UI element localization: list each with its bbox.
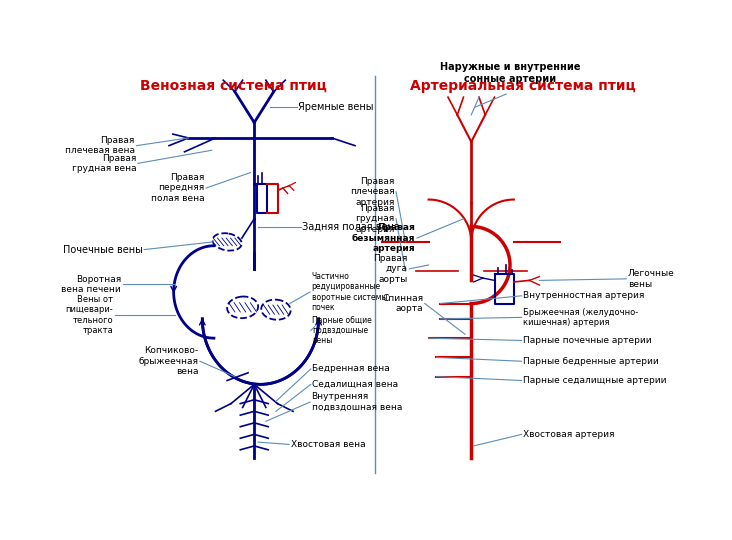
Text: Хвостовая вена: Хвостовая вена [291, 440, 365, 449]
Text: Частично
редуцированные
воротные системы
почек: Частично редуцированные воротные системы… [312, 272, 387, 312]
Text: Парные бедренные артерии: Парные бедренные артерии [523, 357, 659, 366]
Text: Парные общие
подвздошные
вены: Парные общие подвздошные вены [313, 315, 372, 346]
Text: Воротная
вена печени: Воротная вена печени [61, 274, 121, 294]
Text: Бедренная вена: Бедренная вена [313, 364, 390, 374]
Text: Брыжеечная (желудочно-
кишечная) артерия: Брыжеечная (желудочно- кишечная) артерия [523, 308, 638, 327]
Text: Правая
плечевая вена: Правая плечевая вена [65, 136, 135, 156]
Text: Венозная система птиц: Венозная система птиц [140, 79, 326, 93]
Text: Парные почечные артерии: Парные почечные артерии [523, 336, 651, 345]
Text: Парные седалищные артерии: Парные седалищные артерии [523, 376, 667, 385]
Text: Почечные вены: Почечные вены [63, 245, 143, 254]
Text: Седалищная вена: Седалищная вена [313, 380, 398, 389]
Text: Легочные
вены: Легочные вены [628, 269, 675, 288]
Text: Внутренняя
подвздошная вена: Внутренняя подвздошная вена [312, 393, 402, 412]
Text: Вены от
пищевари-
тельного
тракта: Вены от пищевари- тельного тракта [65, 295, 113, 335]
Text: Наружные и внутренние
сонные артерии: Наружные и внутренние сонные артерии [440, 63, 580, 84]
Text: Правая
грудная
артерия: Правая грудная артерия [355, 204, 395, 234]
Text: Правая
передняя
полая вена: Правая передняя полая вена [151, 173, 205, 203]
Text: Яремные вены: Яремные вены [299, 102, 374, 112]
Text: Внутренностная артерия: Внутренностная артерия [523, 291, 645, 300]
Text: Правая
безымянная
артерия: Правая безымянная артерия [352, 223, 416, 253]
Text: Копчиково-
брыжеечная
вена: Копчиково- брыжеечная вена [138, 346, 198, 376]
Text: Артериальная система птиц: Артериальная система птиц [409, 79, 635, 93]
Text: Правая
дуга
аорты: Правая дуга аорты [373, 254, 408, 284]
Text: Правая
грудная вена: Правая грудная вена [72, 154, 136, 173]
Text: Хвостовая артерия: Хвостовая артерия [523, 430, 615, 439]
Text: Задняя полая вена: Задняя полая вена [302, 221, 400, 232]
Text: Спинная
аорта: Спинная аорта [382, 294, 423, 313]
Text: Правая
плечевая
артерия: Правая плечевая артерия [350, 177, 395, 207]
